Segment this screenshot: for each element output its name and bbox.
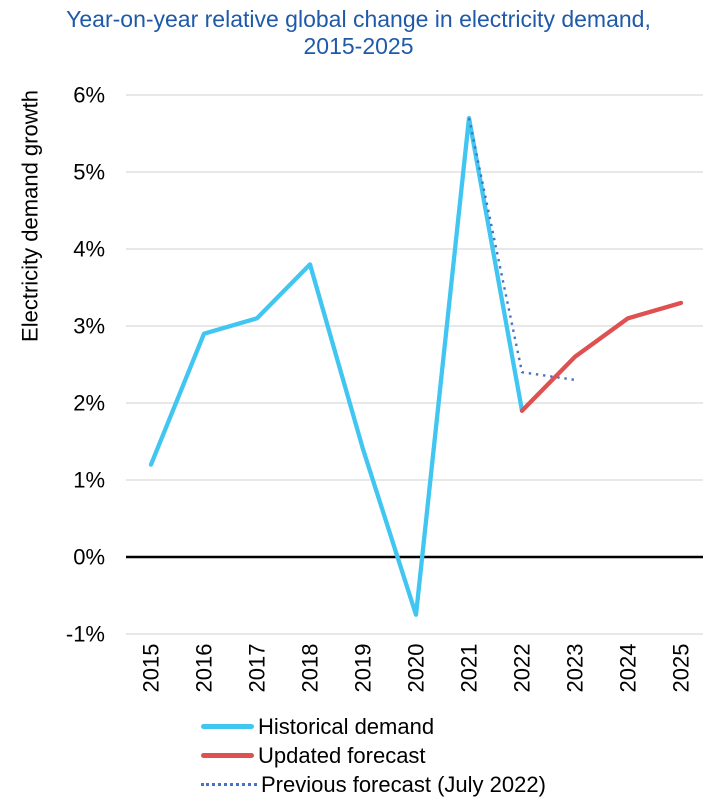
legend-swatch-previous-forecast (201, 783, 257, 786)
series-updated-forecast (519, 300, 684, 413)
legend-label-updated-forecast: Updated forecast (258, 742, 426, 768)
legend: Historical demand Updated forecast Previ… (201, 712, 546, 799)
y-axis-tick-labels: 6% 5% 4% 3% 2% 1% 0% -1% (66, 82, 105, 646)
chart-title-line-1: Year-on-year relative global change in e… (66, 6, 651, 32)
y-axis-title: Electricity demand growth (17, 90, 42, 342)
legend-swatch-updated-forecast (201, 753, 254, 758)
svg-text:-1%: -1% (66, 621, 105, 646)
svg-text:2022: 2022 (509, 644, 534, 693)
svg-text:1%: 1% (73, 467, 105, 492)
svg-text:2%: 2% (73, 390, 105, 415)
svg-text:0%: 0% (73, 544, 105, 569)
chart-title-line-2: 2015-2025 (303, 33, 414, 59)
svg-text:2019: 2019 (350, 644, 375, 693)
legend-item-historical-demand: Historical demand (201, 712, 546, 741)
svg-text:2016: 2016 (191, 644, 216, 693)
legend-label-previous-forecast: Previous forecast (July 2022) (261, 771, 546, 797)
svg-text:2025: 2025 (668, 644, 693, 693)
chart-title: Year-on-year relative global change in e… (0, 6, 717, 60)
legend-item-updated-forecast: Updated forecast (201, 741, 546, 770)
svg-text:2021: 2021 (456, 644, 481, 693)
series-historical-demand (148, 115, 525, 617)
svg-text:6%: 6% (73, 82, 105, 107)
x-axis-tick-labels: 2015 2016 2017 2018 2019 2020 2021 2022 2023 2024… (138, 644, 693, 693)
svg-text:2017: 2017 (244, 644, 269, 693)
svg-text:2018: 2018 (297, 644, 322, 693)
legend-item-previous-forecast: Previous forecast (July 2022) (201, 770, 546, 799)
svg-text:4%: 4% (73, 236, 105, 261)
svg-text:5%: 5% (73, 159, 105, 184)
legend-swatch-historical-demand (201, 724, 254, 729)
svg-text:2023: 2023 (562, 644, 587, 693)
svg-text:2015: 2015 (138, 644, 163, 693)
gridlines (126, 94, 703, 635)
svg-text:3%: 3% (73, 313, 105, 338)
svg-text:2024: 2024 (615, 644, 640, 693)
svg-text:2020: 2020 (403, 644, 428, 693)
legend-label-historical-demand: Historical demand (258, 713, 435, 739)
